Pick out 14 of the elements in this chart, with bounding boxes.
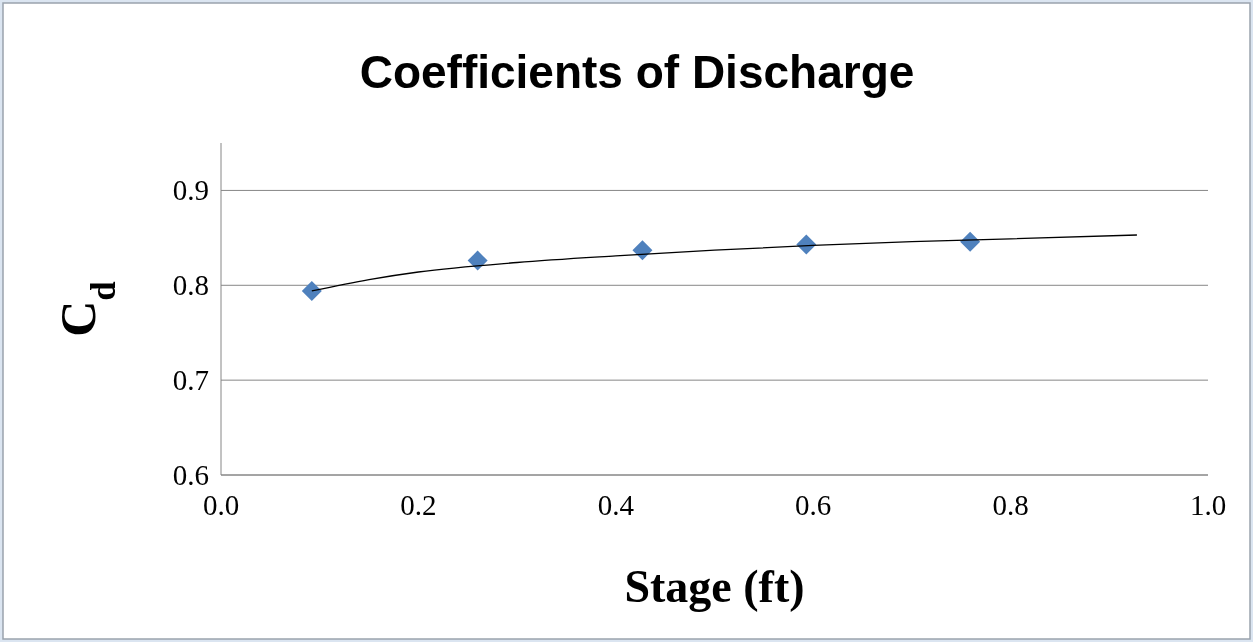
y-tick-label: 0.6 [172, 459, 209, 491]
x-axis-title: Stage (ft) [624, 561, 805, 612]
x-tick-label: 0.2 [400, 489, 437, 521]
x-tick-label: 1.0 [1189, 489, 1227, 521]
x-tick-label: 0.8 [992, 489, 1029, 521]
point [632, 240, 653, 261]
point [301, 280, 322, 301]
y-tick-label: 0.9 [172, 174, 209, 207]
y-tick-label: 0.8 [172, 269, 209, 302]
x-tick-label: 0.0 [202, 489, 240, 521]
y-tick-label: 0.7 [172, 364, 209, 397]
chart-title: Coefficients of Discharge [359, 46, 915, 98]
x-tick-label: 0.6 [795, 489, 832, 521]
x-tick-label: 0.4 [597, 489, 635, 521]
